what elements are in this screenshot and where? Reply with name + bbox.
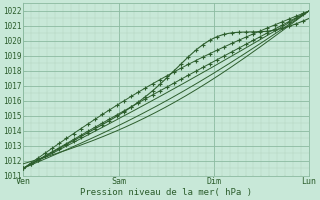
X-axis label: Pression niveau de la mer( hPa ): Pression niveau de la mer( hPa ) xyxy=(80,188,252,197)
